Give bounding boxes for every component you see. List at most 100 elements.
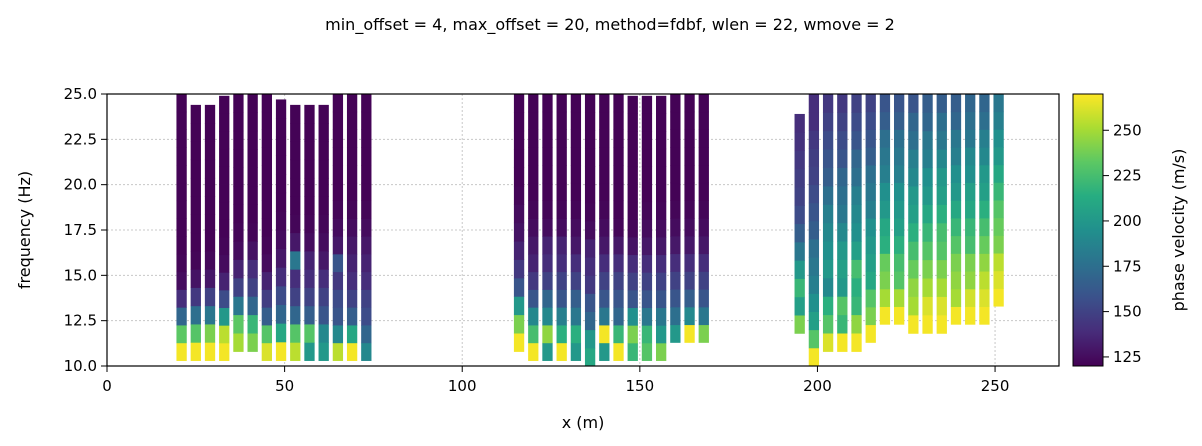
velocity-cell: [556, 253, 567, 273]
velocity-cell: [655, 131, 667, 150]
velocity-cell: [584, 130, 596, 149]
velocity-cell: [808, 202, 820, 222]
velocity-cell: [965, 218, 976, 237]
velocity-cell: [346, 129, 358, 148]
velocity-cell: [908, 278, 919, 297]
velocity-cell: [556, 182, 567, 202]
velocity-cell: [304, 232, 315, 252]
velocity-cell: [275, 304, 287, 324]
velocity-cell: [641, 237, 653, 256]
velocity-cell: [965, 235, 976, 254]
velocity-cell: [922, 186, 933, 205]
velocity-cell: [570, 147, 582, 166]
velocity-cell: [332, 200, 344, 219]
velocity-cell: [851, 185, 862, 205]
velocity-cell: [290, 305, 301, 325]
velocity-cell: [570, 218, 582, 237]
velocity-cell: [922, 278, 933, 297]
velocity-cell: [176, 325, 187, 344]
velocity-cell: [993, 111, 1004, 130]
velocity-cell: [570, 271, 582, 290]
velocity-cell: [304, 104, 315, 124]
velocity-cell: [542, 200, 553, 219]
velocity-cell: [851, 149, 862, 168]
velocity-cell: [233, 130, 244, 150]
velocity-cell: [865, 235, 876, 255]
velocity-cell: [570, 94, 582, 113]
velocity-cell: [965, 182, 976, 201]
velocity-cell: [584, 112, 596, 131]
velocity-cell: [528, 271, 539, 290]
velocity-cell: [513, 94, 525, 113]
velocity-cell: [204, 104, 216, 124]
velocity-cell: [670, 253, 681, 272]
velocity-cell: [684, 200, 695, 219]
velocity-cell: [670, 94, 681, 113]
velocity-cell: [513, 259, 525, 279]
velocity-cell: [865, 324, 876, 343]
velocity-cell: [865, 306, 876, 326]
velocity-cell: [908, 149, 919, 169]
velocity-cell: [879, 94, 891, 113]
velocity-cell: [879, 235, 891, 254]
velocity-cell: [261, 307, 273, 326]
velocity-cell: [613, 111, 624, 130]
velocity-cell: [261, 253, 273, 273]
velocity-cell: [176, 129, 187, 148]
velocity-cell: [627, 325, 638, 344]
velocity-cell: [822, 112, 834, 132]
velocity-cell: [908, 130, 919, 150]
velocity-cell: [936, 167, 947, 187]
velocity-cell: [261, 147, 273, 166]
velocity-cell: [627, 307, 638, 326]
velocity-cell: [794, 113, 805, 133]
velocity-cell: [922, 94, 933, 113]
velocity-cell: [950, 235, 962, 254]
velocity-cell: [670, 306, 681, 326]
colorbar-tick-label: 150: [1113, 303, 1142, 321]
velocity-cell: [698, 253, 709, 272]
velocity-cell: [346, 236, 358, 255]
velocity-cell: [879, 111, 891, 130]
velocity-cell: [613, 342, 624, 361]
velocity-cell: [513, 167, 525, 187]
velocity-cell: [950, 253, 962, 272]
velocity-cell: [570, 200, 582, 219]
velocity-cell: [233, 222, 244, 242]
velocity-cell: [528, 236, 539, 255]
velocity-cell: [950, 271, 962, 290]
velocity-cell: [304, 342, 315, 361]
velocity-cell: [950, 200, 962, 219]
velocity-cell: [613, 200, 624, 219]
velocity-cell: [851, 222, 862, 242]
velocity-cell: [204, 196, 216, 215]
velocity-cell: [513, 333, 525, 352]
velocity-cell: [893, 271, 905, 290]
velocity-cell: [879, 218, 891, 237]
velocity-cell: [513, 222, 525, 242]
velocity-cell: [794, 315, 805, 334]
velocity-cell: [993, 94, 1004, 113]
velocity-cell: [599, 165, 610, 184]
x-tick-label: 150: [626, 377, 655, 395]
velocity-cell: [346, 200, 358, 219]
velocity-cell: [670, 271, 681, 290]
velocity-cell: [879, 164, 891, 183]
velocity-cell: [684, 111, 695, 130]
velocity-cell: [641, 113, 653, 132]
velocity-cell: [950, 182, 962, 201]
velocity-cell: [290, 214, 301, 234]
velocity-cell: [613, 218, 624, 237]
velocity-cell: [627, 166, 638, 185]
velocity-cell: [204, 141, 216, 161]
velocity-cell: [176, 200, 187, 219]
velocity-cell: [993, 200, 1004, 219]
velocity-cell: [599, 289, 610, 308]
velocity-cell: [599, 111, 610, 130]
velocity-cell: [176, 342, 187, 361]
velocity-cell: [332, 236, 344, 255]
colorbar-tick-label: 250: [1113, 121, 1142, 139]
velocity-cell: [556, 94, 567, 113]
colorbar: [1072, 93, 1104, 367]
velocity-cell: [556, 218, 567, 237]
